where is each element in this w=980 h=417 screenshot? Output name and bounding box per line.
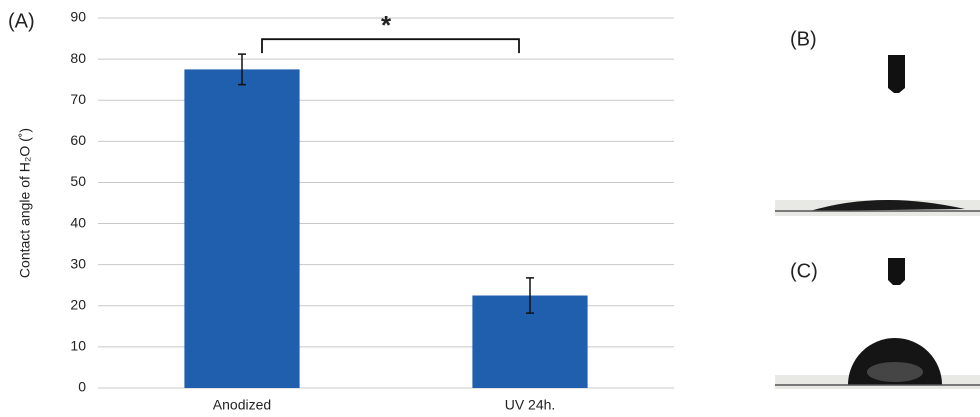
y-tick-label: 0 — [78, 379, 86, 395]
y-tick-label: 70 — [70, 91, 86, 107]
y-tick-label: 20 — [70, 296, 86, 312]
y-axis-label: Contact angle of H₂O (˚) — [17, 128, 33, 278]
y-tick-label: 90 — [70, 9, 86, 25]
error-bar — [238, 53, 246, 86]
panel-label: (C) — [790, 260, 818, 282]
panel-label: (A) — [8, 10, 35, 32]
y-tick-label: 30 — [70, 255, 86, 271]
x-tick-label: Anodized — [213, 397, 271, 413]
y-tick-label: 50 — [70, 173, 86, 189]
panel-label: (B) — [790, 28, 817, 50]
bar — [184, 69, 300, 388]
y-tick-label: 40 — [70, 214, 86, 230]
x-tick-label: UV 24h. — [505, 397, 556, 413]
y-tick-label: 60 — [70, 132, 86, 148]
y-tick-label: 10 — [70, 338, 86, 354]
significance-mark: * — [381, 10, 392, 40]
error-bar — [526, 277, 534, 314]
significance-bracket — [261, 38, 520, 54]
y-tick-label: 80 — [70, 50, 86, 66]
droplet-photo-c — [775, 258, 980, 389]
droplet-photo-b — [775, 55, 980, 216]
